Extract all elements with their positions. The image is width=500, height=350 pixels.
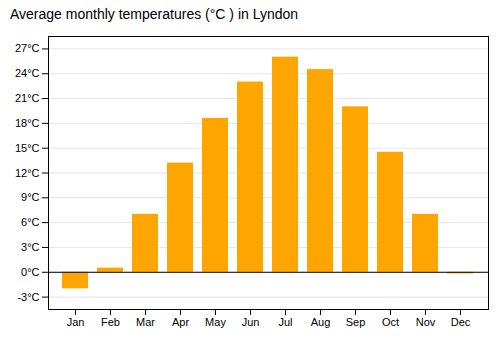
svg-text:6°C: 6°C xyxy=(21,216,40,228)
svg-text:18°C: 18°C xyxy=(15,117,40,129)
svg-text:-3°C: -3°C xyxy=(17,291,39,303)
svg-text:Oct: Oct xyxy=(382,316,399,328)
svg-text:27°C: 27°C xyxy=(15,42,40,54)
html-text:Average monthly temperatures (: Average monthly temperatures (°C ) in Ly… xyxy=(10,6,299,22)
svg-text:Sep: Sep xyxy=(346,316,366,328)
svg-text:May: May xyxy=(205,316,226,328)
svg-text:24°C: 24°C xyxy=(15,67,40,79)
svg-text:Mar: Mar xyxy=(136,316,155,328)
svg-text:Aug: Aug xyxy=(311,316,331,328)
svg-text:Feb: Feb xyxy=(101,316,120,328)
svg-text:Jul: Jul xyxy=(278,316,292,328)
svg-text:21°C: 21°C xyxy=(15,92,40,104)
svg-text:0°C: 0°C xyxy=(21,266,40,278)
svg-text:Apr: Apr xyxy=(172,316,189,328)
svg-text:12°C: 12°C xyxy=(15,167,40,179)
svg-text:Jun: Jun xyxy=(242,316,260,328)
svg-text:15°C: 15°C xyxy=(15,142,40,154)
svg-text:Nov: Nov xyxy=(416,316,436,328)
svg-text:3°C: 3°C xyxy=(21,241,40,253)
svg-text:9°C: 9°C xyxy=(21,191,40,203)
svg-text:Jan: Jan xyxy=(67,316,85,328)
svg-text:Dec: Dec xyxy=(451,316,471,328)
